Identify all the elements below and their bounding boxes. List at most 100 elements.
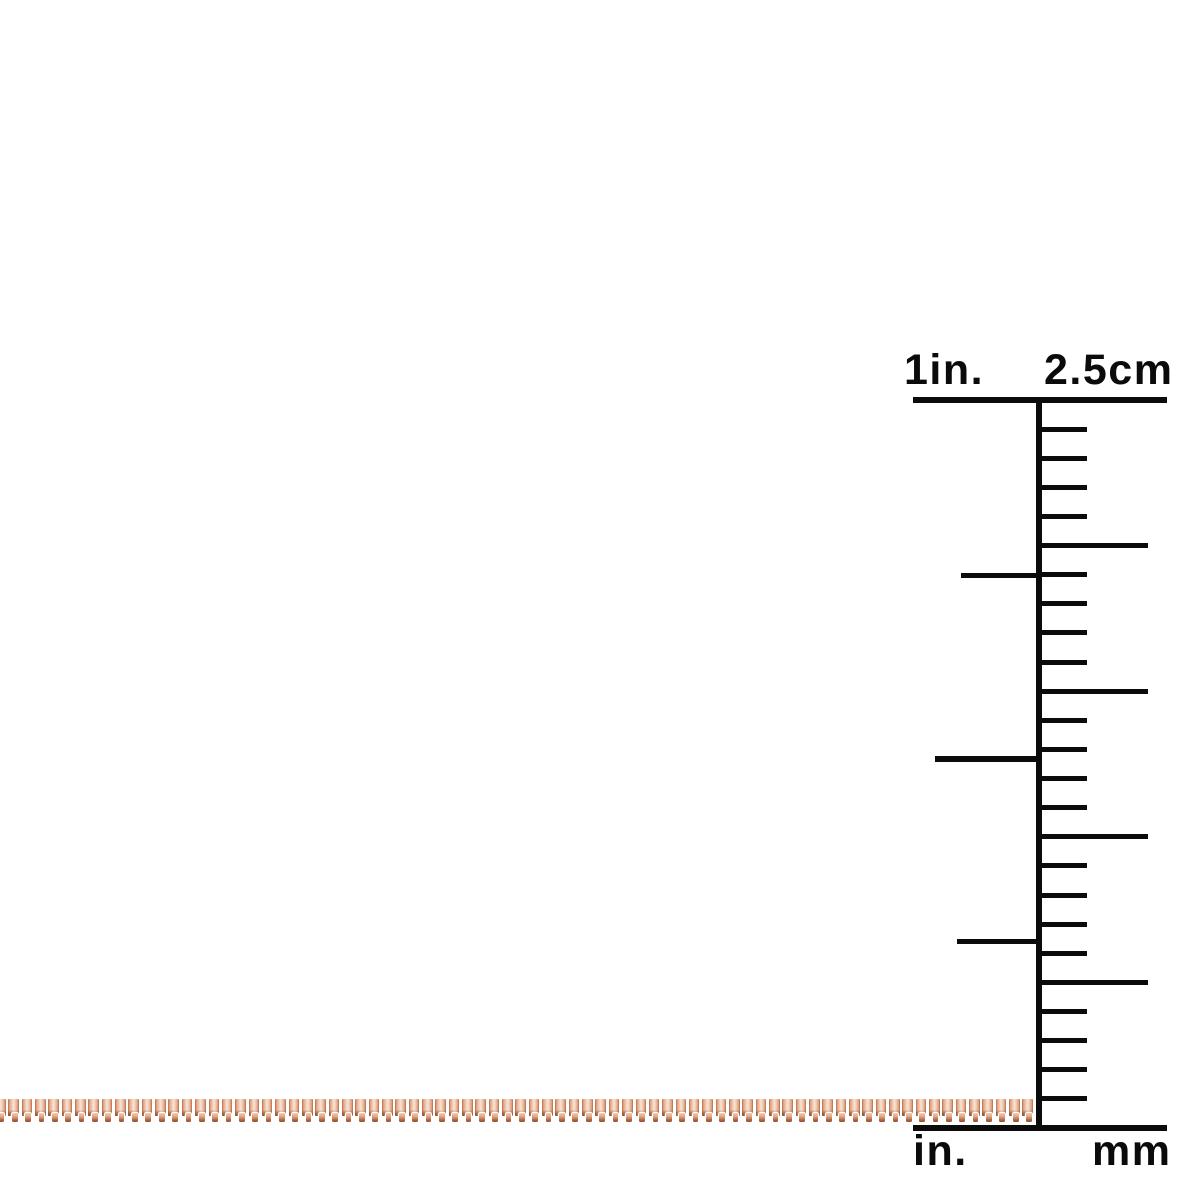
chain-link	[275, 1099, 288, 1124]
chain-link-peg	[665, 1113, 672, 1122]
chain-link	[221, 1099, 235, 1124]
chain-link-peg	[892, 1113, 899, 1122]
chain-link	[942, 1099, 955, 1124]
chain-link	[1009, 1099, 1022, 1124]
ruler-vertical-line	[1036, 397, 1042, 1131]
mm-tick	[1038, 630, 1087, 636]
chain-link	[128, 1099, 141, 1124]
chain-link-peg	[1012, 1113, 1019, 1122]
chain-link	[955, 1099, 969, 1124]
chain-link	[422, 1099, 435, 1124]
chain-link-peg	[185, 1113, 192, 1122]
chain-link-peg	[305, 1113, 312, 1122]
chain-link	[688, 1099, 702, 1124]
chain-link-peg	[332, 1113, 338, 1122]
chain-link-peg	[292, 1113, 298, 1122]
chain-link	[301, 1099, 315, 1124]
chain-link	[155, 1099, 168, 1124]
chain-link	[21, 1099, 35, 1124]
chain-link-peg	[425, 1113, 432, 1122]
chain-link	[782, 1099, 795, 1124]
chain-link-peg	[919, 1113, 926, 1122]
ruler-label-mm: mm	[1092, 1127, 1172, 1175]
chain-link	[61, 1099, 75, 1124]
ruler-bottom-line	[913, 1125, 1167, 1131]
chain-link	[862, 1099, 875, 1124]
chain-link	[675, 1099, 689, 1124]
chain-link-peg	[399, 1113, 405, 1122]
chain-link	[75, 1099, 88, 1124]
chain-link-peg	[412, 1113, 419, 1122]
chain-link	[648, 1099, 662, 1124]
chain-link	[568, 1099, 582, 1124]
chain-link-peg	[318, 1113, 325, 1122]
chain-link	[528, 1099, 542, 1124]
mm-tick	[1038, 921, 1087, 927]
chain-link-peg	[439, 1113, 445, 1122]
chain-link	[141, 1099, 155, 1124]
chain-link-peg	[252, 1113, 258, 1122]
chain-link-peg	[372, 1113, 378, 1122]
chain-link	[889, 1099, 902, 1124]
chain-link-peg	[879, 1113, 886, 1122]
chain-link	[515, 1099, 528, 1124]
chain-link	[849, 1099, 862, 1124]
chain-link	[208, 1099, 222, 1124]
chain-link-peg	[652, 1113, 659, 1122]
chain-link-peg	[358, 1113, 365, 1122]
mm-tick	[1038, 1038, 1087, 1044]
chain-link	[181, 1099, 195, 1124]
chain-link-peg	[639, 1113, 645, 1122]
chain-link	[982, 1099, 995, 1124]
chain-link-peg	[92, 1113, 98, 1122]
chain-link	[728, 1099, 742, 1124]
ruler-label-in: in.	[913, 1127, 968, 1175]
mm-tick	[1038, 1067, 1087, 1073]
chain-link-peg	[265, 1113, 272, 1122]
chain-link	[622, 1099, 635, 1124]
chain-link-peg	[759, 1113, 765, 1122]
mm-tick	[1038, 426, 1087, 432]
chain-link-peg	[198, 1113, 205, 1122]
half-cm-tick	[1038, 979, 1148, 985]
chain-link-peg	[238, 1113, 245, 1122]
chain-link-peg	[826, 1113, 832, 1122]
ruler-label-25cm: 2.5cm	[1044, 346, 1174, 394]
chain-link-peg	[572, 1113, 579, 1122]
chain-link	[8, 1099, 21, 1124]
chain-link	[595, 1099, 608, 1124]
chain-link	[662, 1099, 675, 1124]
chain-link	[702, 1099, 715, 1124]
chain-link-peg	[612, 1113, 619, 1122]
chain-link	[915, 1099, 929, 1124]
chain-link-peg	[52, 1113, 58, 1122]
chain-link-peg	[799, 1113, 805, 1122]
chain-link-peg	[625, 1113, 632, 1122]
half-cm-tick	[1038, 688, 1148, 694]
chain-link	[995, 1099, 1009, 1124]
mm-tick	[1038, 484, 1087, 490]
chain-link	[795, 1099, 809, 1124]
chain-link-peg	[225, 1113, 232, 1122]
chain-link-peg	[585, 1113, 592, 1122]
chain-link-peg	[906, 1113, 912, 1122]
chain-link	[395, 1099, 408, 1124]
mm-tick	[1038, 1096, 1087, 1102]
chain-link-peg	[38, 1113, 45, 1122]
mm-tick	[1038, 892, 1087, 898]
chain-link-peg	[452, 1113, 459, 1122]
chain-link-peg	[745, 1113, 752, 1122]
chain-link-peg	[705, 1113, 712, 1122]
mm-tick	[1038, 1009, 1087, 1015]
chain-link-peg	[505, 1113, 512, 1122]
mm-tick	[1038, 863, 1087, 869]
chain-link	[582, 1099, 595, 1124]
mm-tick	[1038, 746, 1087, 752]
chain-link-peg	[0, 1113, 5, 1122]
ruler-label-1in: 1in.	[904, 346, 985, 394]
chain-link	[875, 1099, 889, 1124]
chain-link-peg	[345, 1113, 352, 1122]
chain-link	[929, 1099, 942, 1124]
inch-fraction-tick-3-4	[957, 938, 1040, 944]
